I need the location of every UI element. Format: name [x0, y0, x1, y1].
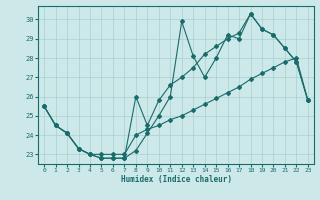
X-axis label: Humidex (Indice chaleur): Humidex (Indice chaleur) — [121, 175, 231, 184]
